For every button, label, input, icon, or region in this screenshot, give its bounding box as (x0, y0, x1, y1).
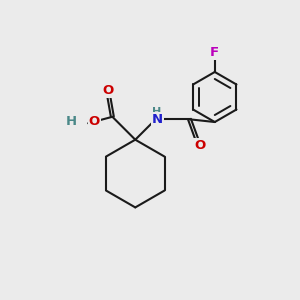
Text: N: N (152, 113, 163, 126)
Text: O: O (194, 139, 205, 152)
Text: O: O (89, 115, 100, 128)
Text: F: F (210, 46, 219, 59)
Text: H: H (66, 115, 77, 128)
Text: O: O (102, 84, 114, 97)
Text: H: H (152, 107, 162, 117)
